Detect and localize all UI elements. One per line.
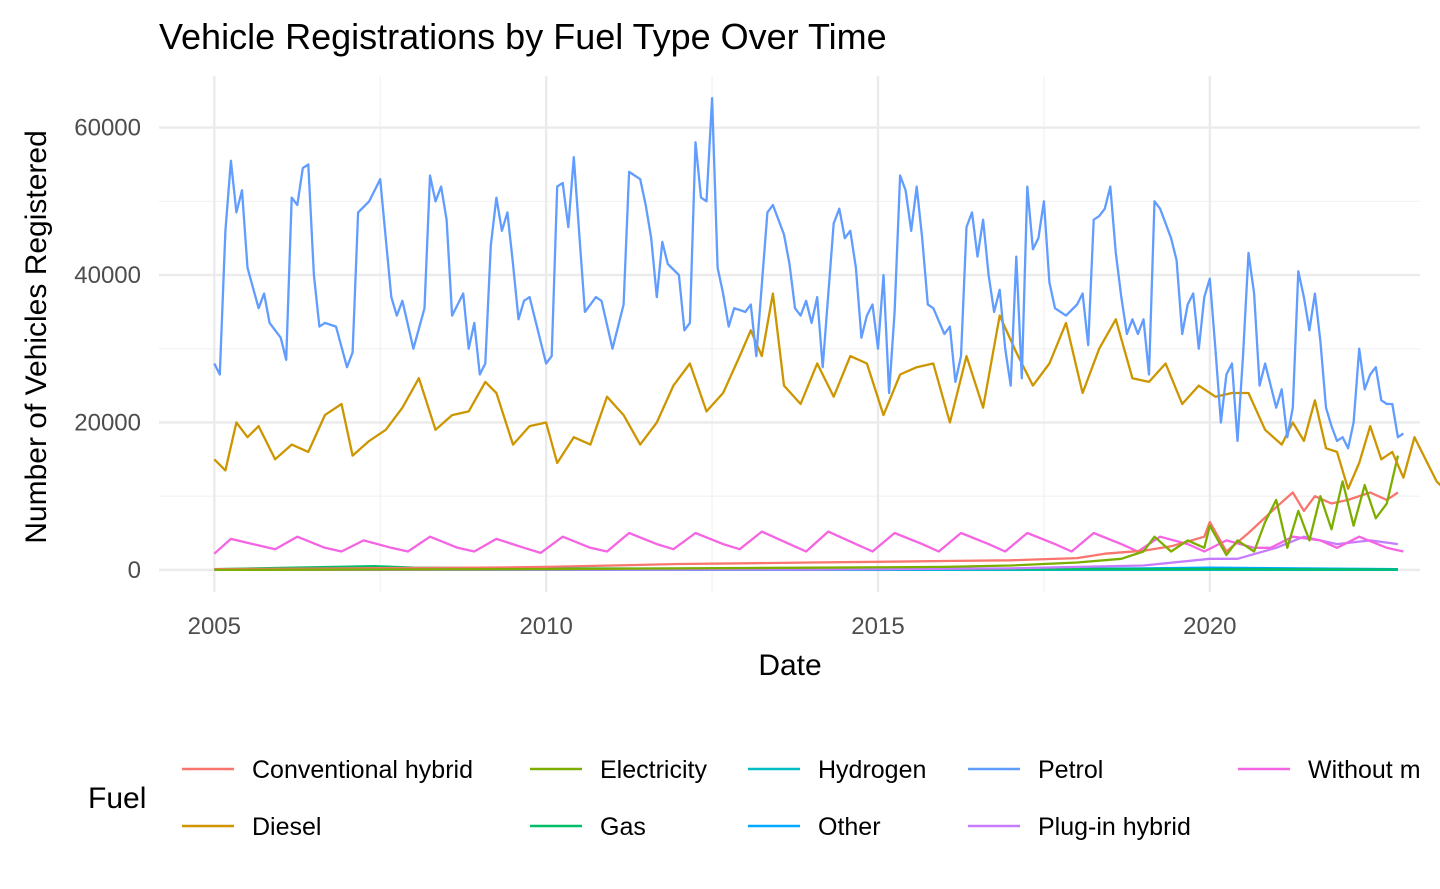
legend-label-other: Other: [818, 813, 881, 841]
legend-label-conventional-hybrid: Conventional hybrid: [252, 756, 473, 784]
legend-label-gas: Gas: [600, 813, 646, 841]
legend: Fuel Conventional hybrid Diesel Electricit…: [88, 756, 1421, 841]
series-line-petrol: [213, 96, 1405, 450]
plot-grid: [159, 76, 1420, 592]
legend-label-electricity: Electricity: [600, 756, 707, 784]
legend-label-diesel: Diesel: [252, 813, 321, 841]
series-line-electricity: [214, 455, 1400, 572]
series-line-diesel: [213, 292, 1440, 490]
legend-label-hydrogen: Hydrogen: [818, 756, 926, 784]
x-tick-label: 2015: [851, 613, 904, 640]
y-axis-title: Number of Vehicles Registered: [20, 130, 53, 544]
plot-lines: [213, 96, 1440, 572]
x-tick-label: 2005: [188, 613, 241, 640]
legend-title: Fuel: [88, 782, 146, 815]
series-line-conventional-hybrid: [214, 491, 1399, 571]
y-tick-label: 20000: [74, 409, 141, 436]
x-axis: 2005 2010 2015 2020: [188, 613, 1237, 640]
x-tick-label: 2010: [519, 613, 572, 640]
legend-label-plug-in-hybrid: Plug-in hybrid: [1038, 813, 1191, 841]
x-axis-title: Date: [758, 649, 821, 682]
legend-label-without-m: Without m: [1308, 756, 1421, 784]
y-tick-label: 40000: [74, 262, 141, 289]
series-line-without-m: [213, 530, 1404, 555]
y-tick-label: 60000: [74, 115, 141, 142]
x-tick-label: 2020: [1183, 613, 1236, 640]
chart-title: Vehicle Registrations by Fuel Type Over …: [159, 16, 887, 57]
y-axis: 0 20000 40000 60000: [74, 115, 141, 584]
legend-label-petrol: Petrol: [1038, 756, 1103, 784]
y-tick-label: 0: [128, 557, 141, 584]
series-line-plug-in-hybrid: [214, 535, 1399, 572]
